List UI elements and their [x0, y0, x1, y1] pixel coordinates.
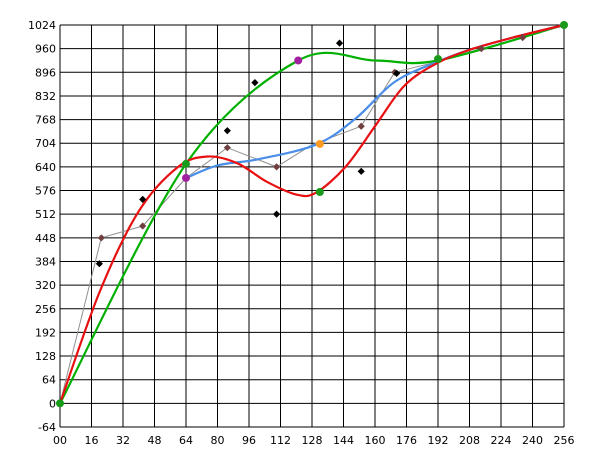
data-point-diamond	[97, 234, 105, 242]
y-tick-label: 256	[35, 303, 56, 316]
y-tick-label: 512	[35, 208, 56, 221]
x-tick-label: 80	[211, 434, 225, 447]
data-point-diamond	[272, 163, 281, 171]
data-point-circle	[56, 399, 64, 408]
x-tick-label: 128	[302, 434, 323, 447]
x-tick-label: 192	[428, 434, 449, 447]
data-point-diamond	[477, 45, 485, 53]
data-point-circle	[434, 54, 442, 63]
y-axis-tick-labels: 1024960896832768704640576512448384320256…	[28, 19, 56, 434]
data-point-circle	[315, 139, 324, 148]
data-point-diamond	[223, 144, 231, 152]
y-tick-label: 384	[35, 255, 56, 268]
x-tick-label: 208	[459, 434, 480, 447]
x-tick-label: 224	[491, 434, 512, 447]
data-point-circle	[182, 173, 190, 182]
x-tick-label: 256	[554, 434, 575, 447]
y-tick-label: 896	[35, 66, 56, 79]
data-point-diamond	[223, 127, 231, 135]
y-tick-label: 832	[35, 90, 56, 103]
y-tick-label: 704	[35, 137, 56, 150]
data-point-diamond	[335, 39, 344, 47]
y-tick-label: 128	[35, 350, 56, 363]
x-tick-label: 160	[365, 434, 386, 447]
grid	[59, 24, 565, 428]
marker-layer	[56, 21, 568, 408]
x-tick-label: 00	[53, 434, 67, 447]
y-tick-label: 640	[35, 161, 56, 174]
series-line-1	[58, 23, 566, 405]
y-tick-label: 448	[35, 232, 56, 245]
data-point-circle	[294, 56, 303, 65]
y-tick-label: -64	[38, 421, 56, 434]
x-axis-tick-labels: 00 16 32 48 64 80 96 112 128 144 160 176 192 208 224 24…	[53, 434, 575, 447]
data-point-diamond	[139, 222, 147, 230]
x-tick-label: 96	[242, 434, 256, 447]
y-tick-label: 192	[35, 326, 56, 339]
data-point-diamond	[139, 195, 147, 203]
data-point-circle	[315, 188, 324, 197]
x-tick-label: 32	[116, 434, 130, 447]
x-tick-label: 112	[270, 434, 291, 447]
data-point-diamond	[357, 167, 365, 175]
data-point-diamond	[95, 260, 103, 268]
x-tick-label: 240	[522, 434, 543, 447]
x-tick-label: 64	[179, 434, 193, 447]
data-point-circle	[560, 21, 568, 29]
x-tick-label: 176	[396, 434, 417, 447]
y-tick-label: 320	[35, 279, 56, 292]
y-tick-label: 64	[42, 374, 56, 387]
data-point-diamond	[251, 79, 259, 87]
data-point-circle	[182, 159, 190, 168]
y-tick-label: 768	[35, 114, 56, 127]
data-point-diamond	[393, 69, 401, 78]
y-tick-label: 1024	[28, 19, 56, 32]
data-point-diamond	[272, 210, 281, 218]
x-tick-label: 48	[148, 434, 162, 447]
y-tick-label: 576	[35, 185, 56, 198]
x-tick-label: 144	[333, 434, 354, 447]
y-tick-label: 0	[49, 397, 56, 410]
data-point-diamond	[519, 33, 527, 42]
data-point-diamond	[357, 122, 365, 130]
y-tick-label: 960	[35, 43, 56, 56]
x-tick-label: 16	[85, 434, 99, 447]
